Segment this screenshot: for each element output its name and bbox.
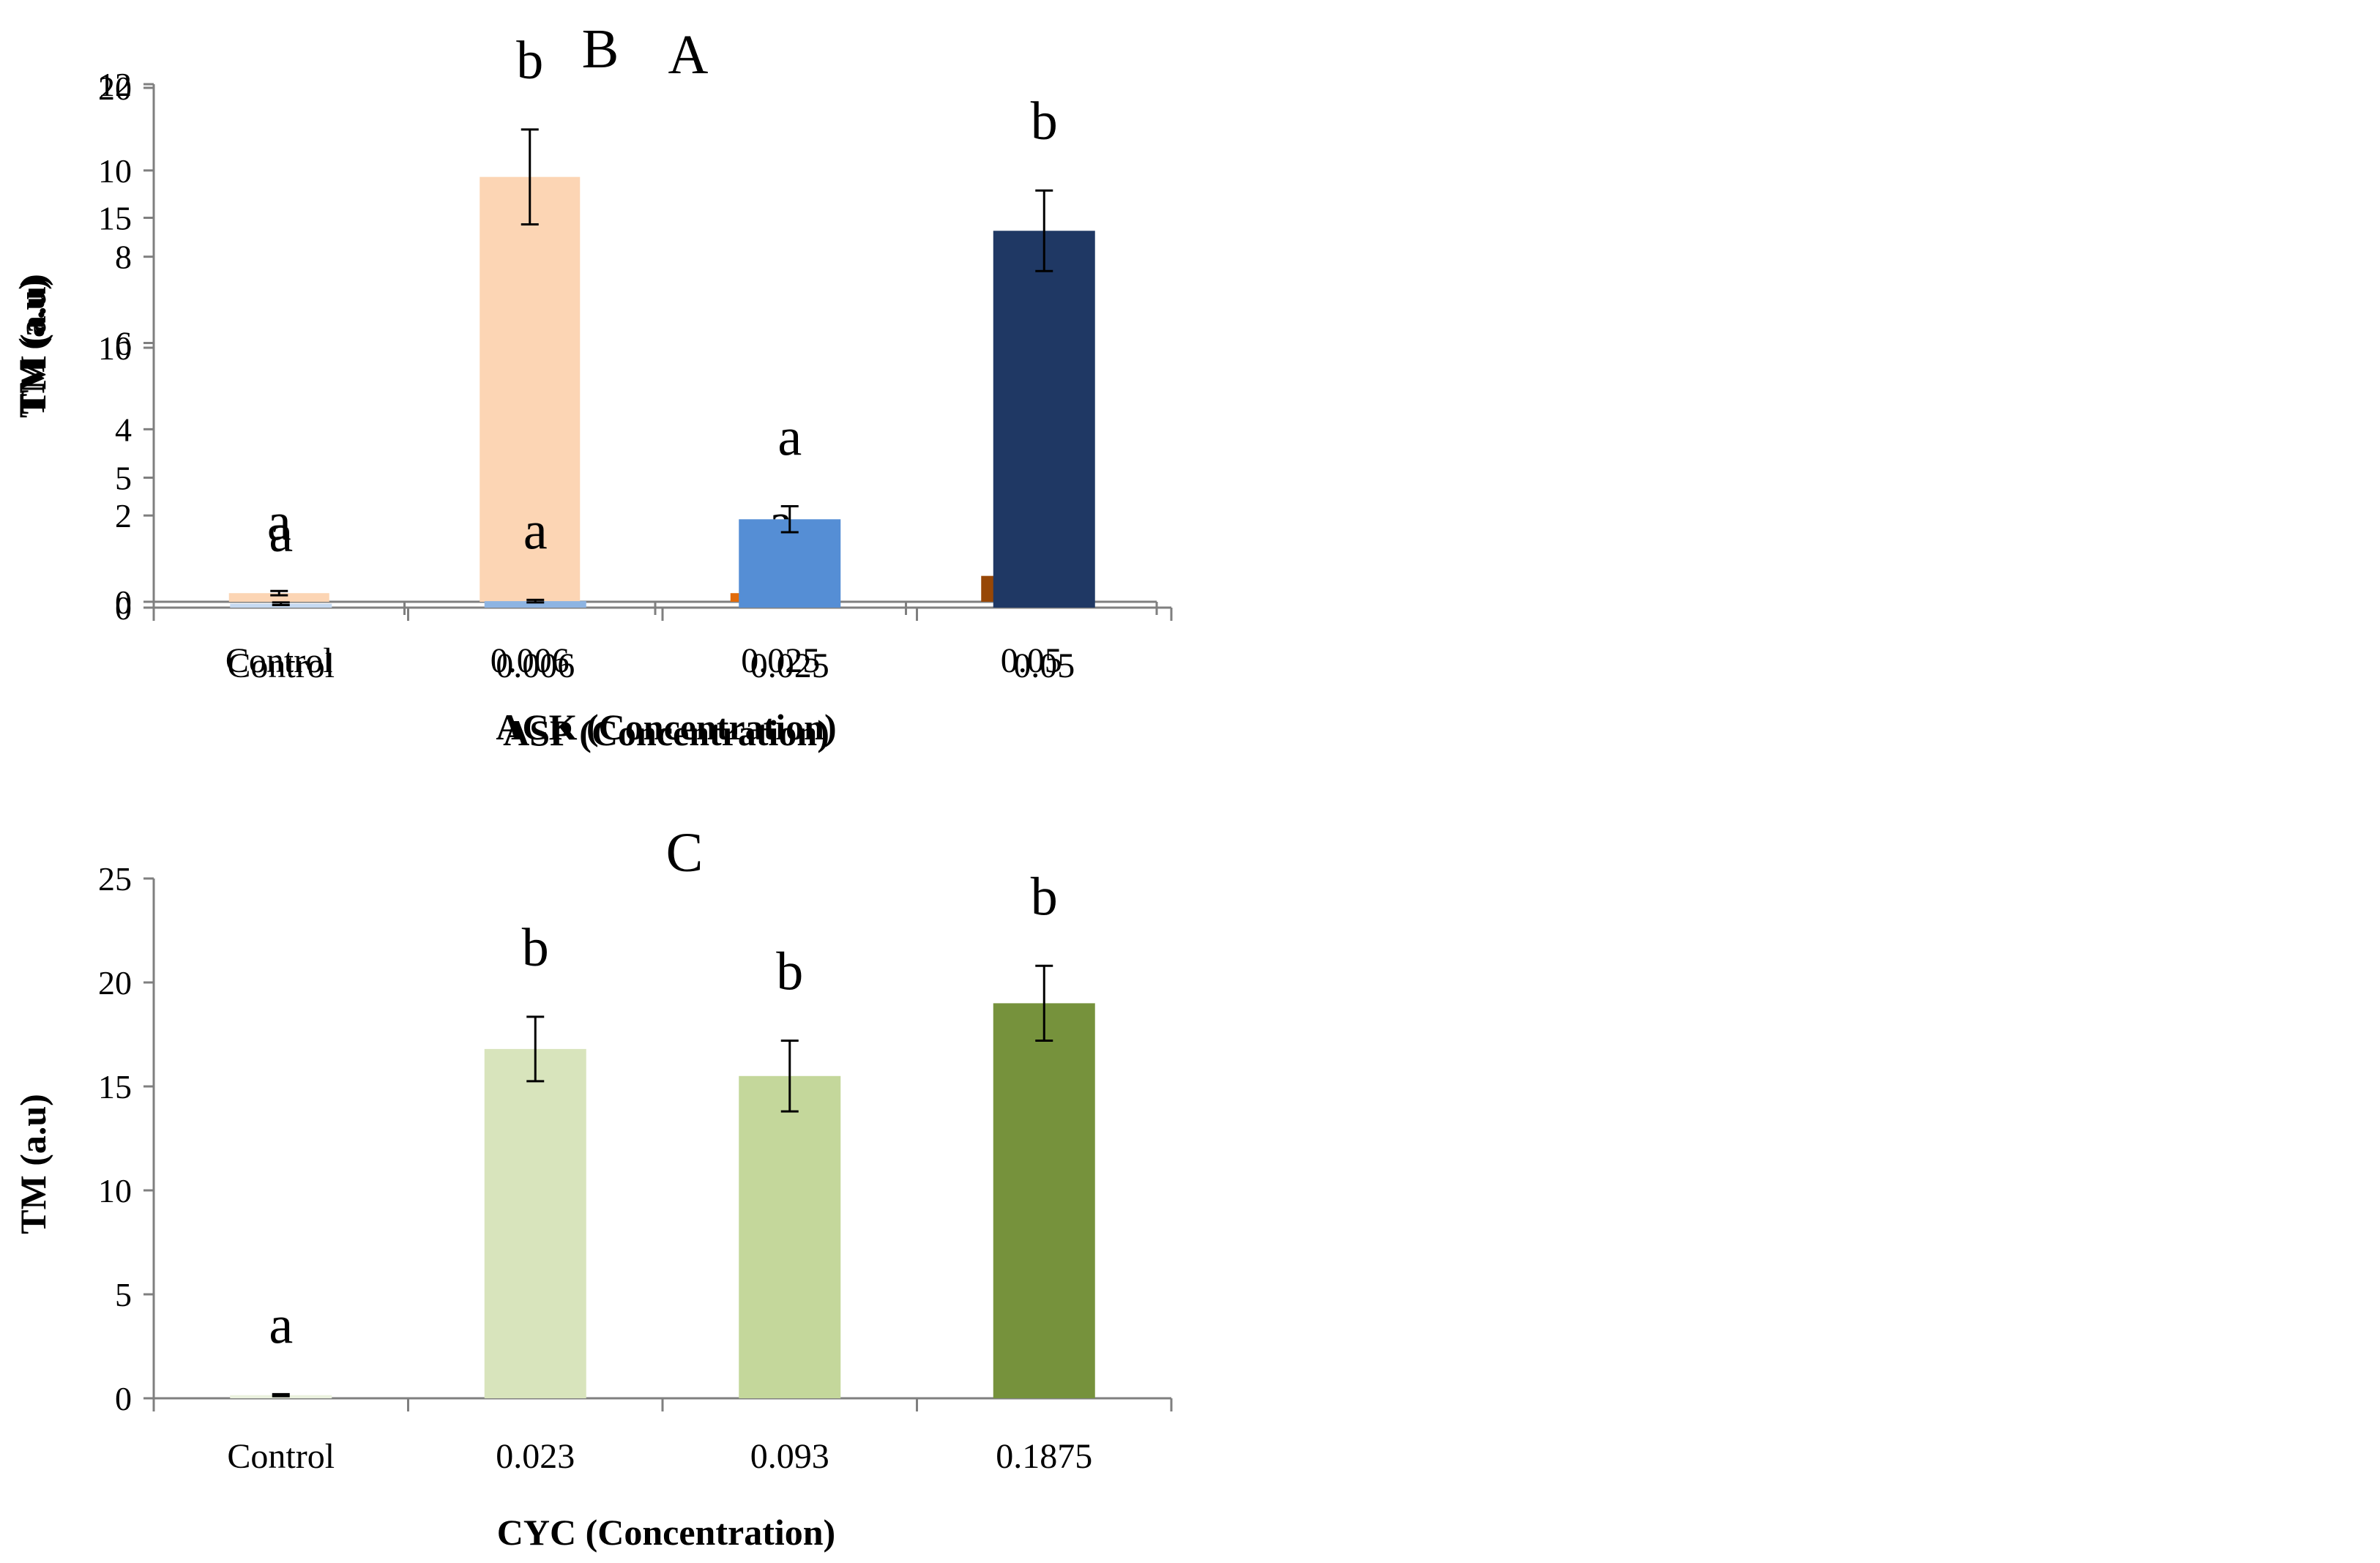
x-tick-label: 0.006 bbox=[496, 646, 575, 685]
y-tick-label: 0 bbox=[115, 589, 132, 627]
y-tick-label: 20 bbox=[98, 964, 132, 1001]
significance-label: b bbox=[516, 31, 543, 91]
x-tick-label: 0.093 bbox=[750, 1437, 829, 1476]
bar bbox=[993, 231, 1095, 608]
x-axis-title: ASP (Concentration) bbox=[503, 712, 829, 753]
x-tick-label: 0.05 bbox=[1013, 646, 1075, 685]
bar bbox=[480, 176, 581, 602]
y-tick-label: 5 bbox=[115, 460, 132, 497]
y-axis-title: TM (a.u) bbox=[11, 277, 52, 418]
chart-c-svg: C TM (a.u) CYC (Concentration) 0 5 10 15 20 2… bbox=[12, 822, 1173, 1553]
x-tick-label: 0.006 bbox=[490, 641, 570, 680]
significance-label: a bbox=[269, 504, 293, 564]
y-tick-label: 0 bbox=[115, 1380, 132, 1417]
panel-letter: B bbox=[582, 18, 619, 80]
chart-panel-c: C TM (a.u) CYC (Concentration) 0 5 10 15 20 2… bbox=[0, 805, 1186, 1563]
y-tick-label: 0 bbox=[115, 583, 132, 621]
panel-letter: A bbox=[668, 24, 709, 86]
x-tick-label: Control bbox=[225, 641, 333, 680]
x-tick-label: 0.05 bbox=[1001, 641, 1062, 680]
y-tick-label: 5 bbox=[115, 1276, 132, 1313]
significance-label: b bbox=[1031, 867, 1058, 927]
y-axis-title: TM (a.u) bbox=[12, 274, 53, 414]
x-tick-label: 0.023 bbox=[496, 1437, 575, 1476]
bar bbox=[739, 1075, 841, 1398]
bar bbox=[484, 1048, 586, 1398]
y-tick-label: 8 bbox=[115, 239, 132, 276]
y-tick-label: 10 bbox=[98, 1172, 132, 1209]
y-tick-label: 10 bbox=[98, 152, 132, 190]
x-tick-label: 0.1875 bbox=[996, 1437, 1092, 1476]
significance-label: a bbox=[523, 501, 548, 561]
chart-panel-b: B TM (a.u) ASP (Concentration) 0 5 10 15 20 a… bbox=[0, 0, 1187, 780]
y-axis-title: TM (a.u) bbox=[12, 1094, 53, 1234]
x-tick-label: Control bbox=[227, 646, 335, 685]
significance-label: b bbox=[776, 942, 803, 1002]
y-tick-label: 15 bbox=[98, 200, 132, 237]
y-tick-label: 4 bbox=[115, 411, 132, 448]
significance-label: b bbox=[522, 918, 549, 978]
panel-letter: C bbox=[666, 822, 704, 884]
bar bbox=[484, 601, 586, 608]
x-axis-title: ACK (Concentration) bbox=[496, 706, 836, 747]
x-tick-label: Control bbox=[227, 1437, 335, 1476]
y-tick-label: 12 bbox=[98, 66, 132, 103]
significance-label: a bbox=[267, 492, 291, 552]
y-tick-label: 2 bbox=[115, 497, 132, 534]
x-tick-label: 0.025 bbox=[741, 641, 820, 680]
significance-label: a bbox=[777, 408, 802, 468]
significance-label: b bbox=[1031, 92, 1058, 152]
y-tick-label: 20 bbox=[98, 70, 132, 107]
bar bbox=[993, 1003, 1095, 1398]
chart-b-svg: B TM (a.u) ASP (Concentration) 05101520a… bbox=[11, 18, 1173, 753]
x-tick-label: 0.025 bbox=[750, 646, 829, 685]
significance-label: a bbox=[269, 1295, 293, 1355]
y-tick-label: 6 bbox=[115, 325, 132, 362]
y-tick-label: 25 bbox=[98, 860, 132, 898]
y-tick-label: 10 bbox=[98, 329, 132, 367]
bar bbox=[739, 519, 841, 608]
x-axis-title: CYC (Concentration) bbox=[497, 1512, 835, 1553]
y-tick-label: 15 bbox=[98, 1068, 132, 1105]
bar bbox=[228, 593, 329, 602]
